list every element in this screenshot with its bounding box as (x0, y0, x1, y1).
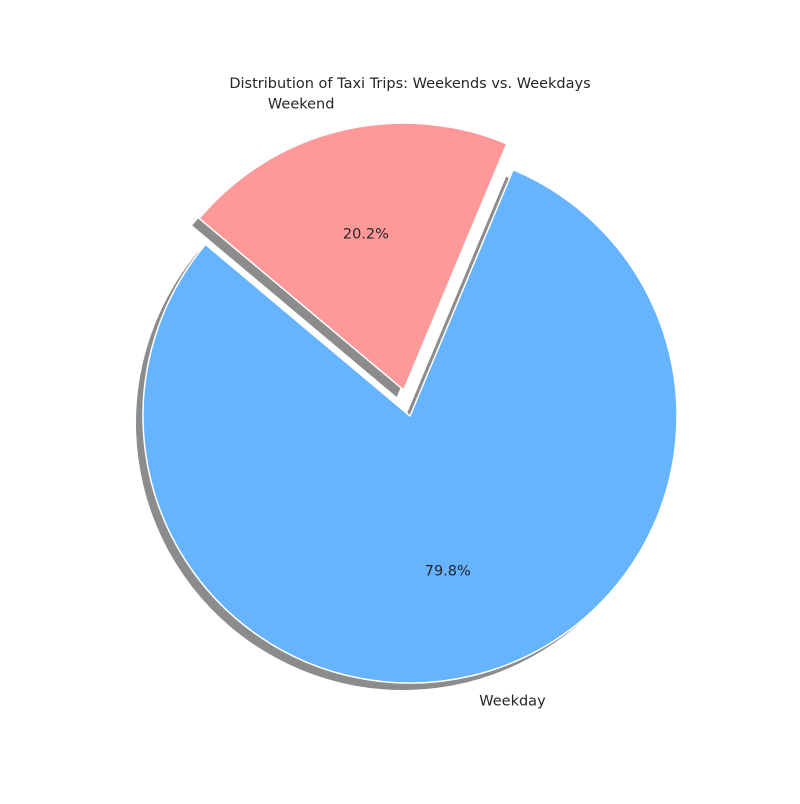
chart-title: Distribution of Taxi Trips: Weekends vs.… (229, 76, 590, 92)
pie-slice-weekday (142, 168, 678, 684)
slice-label-weekday: Weekday (479, 693, 546, 709)
percent-label-weekend: 20.2% (343, 226, 389, 242)
percent-label-weekday: 79.8% (425, 564, 471, 580)
slice-label-weekend: Weekend (268, 97, 335, 113)
slice-layer (142, 122, 678, 684)
label-layer: Weekday 79.8% Weekend 20.2% (268, 97, 546, 710)
pie-slice-weekend (198, 122, 508, 391)
